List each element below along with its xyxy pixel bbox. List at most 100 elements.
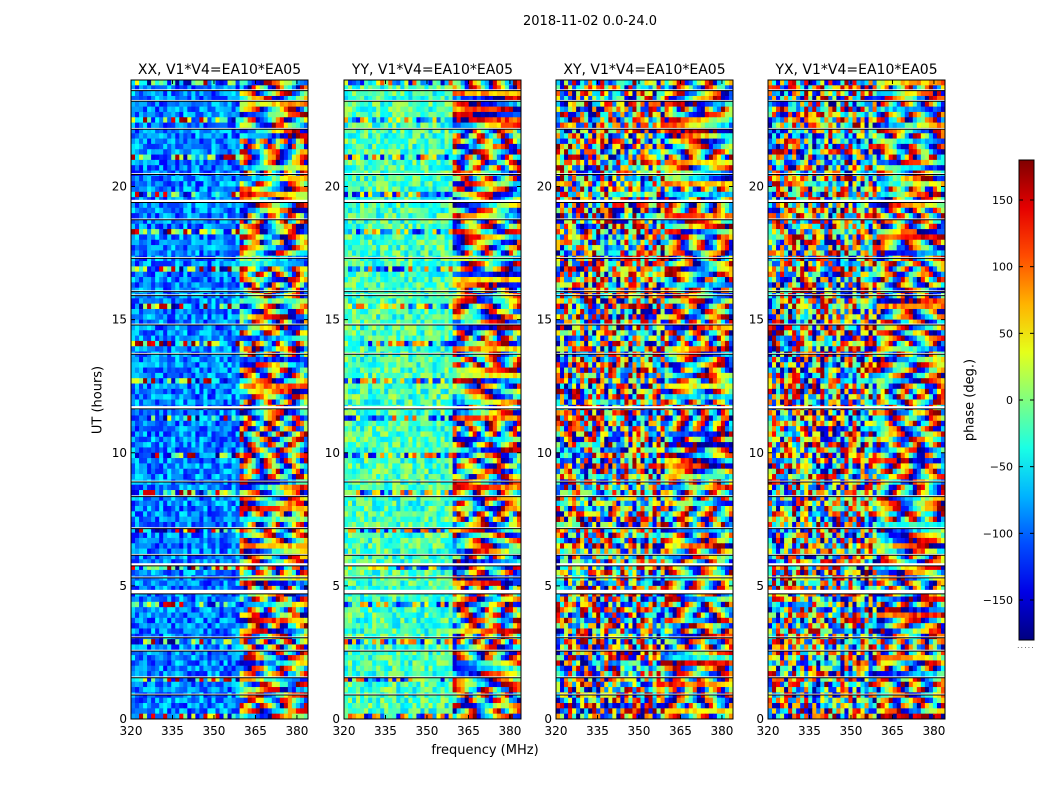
phase-cell [247,564,253,571]
phase-cell [147,159,152,166]
phase-cell [183,511,188,518]
phase-cell [191,527,196,534]
phase-cell [263,543,269,550]
phase-cell [247,506,253,512]
phase-cell [183,410,188,417]
phase-cell [147,308,152,315]
phase-cell [227,154,233,161]
phase-cell [207,527,213,534]
phase-cell [279,202,285,209]
phase-cell [179,95,184,102]
phase-cell [275,426,281,433]
phase-cell [251,543,257,550]
phase-cell [219,607,225,614]
phase-cell [175,133,180,140]
phase-cell [171,516,176,523]
phase-cell [143,362,148,369]
phase-cell [131,463,136,470]
phase-cell [271,234,277,241]
phase-cell [259,127,265,134]
phase-cell [283,655,289,662]
phase-cell [187,127,192,134]
phase-cell [171,324,176,331]
phase-cell [183,324,188,331]
phase-cell [159,490,164,496]
phase-cell [259,95,265,102]
phase-cell [275,80,281,86]
phase-cell [207,490,213,496]
phase-cell [143,506,148,512]
phase-cell [215,165,221,172]
phase-cell [183,521,188,528]
phase-cell [211,186,217,193]
phase-cell [299,585,305,592]
phase-cell [199,655,205,662]
phase-cell [287,271,293,278]
phase-cell [251,133,257,140]
phase-cell [175,490,180,496]
phase-cell [183,655,188,662]
phase-cell [155,80,160,86]
phase-cell [131,159,136,166]
phase-cell [183,277,188,283]
phase-cell [139,399,144,406]
phase-cell [219,314,225,321]
phase-cell [167,324,172,331]
phase-cell [223,548,229,555]
phase-cell [215,516,221,523]
phase-cell [235,394,241,401]
phase-cell [171,271,176,278]
phase-cell [171,671,176,677]
phase-cell [275,506,281,512]
phase-cell [163,213,168,220]
phase-cell [251,548,257,555]
phase-cell [215,553,221,560]
phase-cell [195,537,200,544]
phase-cell [235,314,241,321]
phase-cell [275,239,281,246]
phase-cell [299,495,305,502]
phase-cell [223,149,229,156]
phase-cell [251,346,257,353]
phase-cell [151,426,156,433]
phase-cell [163,308,168,315]
phase-cell [203,138,209,145]
phase-cell [131,649,136,656]
phase-cell [295,415,301,422]
phase-cell [227,143,233,150]
phase-cell [191,218,196,225]
phase-cell [243,564,249,571]
phase-cell [271,623,277,630]
phase-cell [243,143,249,150]
phase-cell [295,367,301,374]
phase-cell [151,490,156,496]
phase-cell [215,612,221,619]
phase-cell [195,362,200,369]
phase-cell [251,671,257,677]
phase-cell [159,159,164,166]
phase-cell [139,239,144,246]
phase-cell [227,596,233,603]
phase-cell [235,553,241,560]
phase-cell [275,314,281,321]
phase-cell [151,681,156,688]
phase-cell [235,585,241,592]
phase-cell [299,516,305,523]
phase-cell [291,149,297,156]
phase-cell [171,463,176,470]
phase-cell [223,111,229,118]
phase-cell [175,95,180,102]
phase-cell [259,676,265,683]
phase-cell [143,623,148,630]
phase-cell [195,655,200,662]
phase-cell [163,202,168,209]
phase-cell [171,223,176,230]
phase-cell [275,564,281,571]
phase-cell [247,394,253,401]
phase-cell [183,617,188,624]
phase-cell [223,649,229,656]
phase-cell [223,282,229,289]
phase-cell [139,548,144,555]
phase-cell [223,340,229,347]
phase-cell [303,181,308,188]
